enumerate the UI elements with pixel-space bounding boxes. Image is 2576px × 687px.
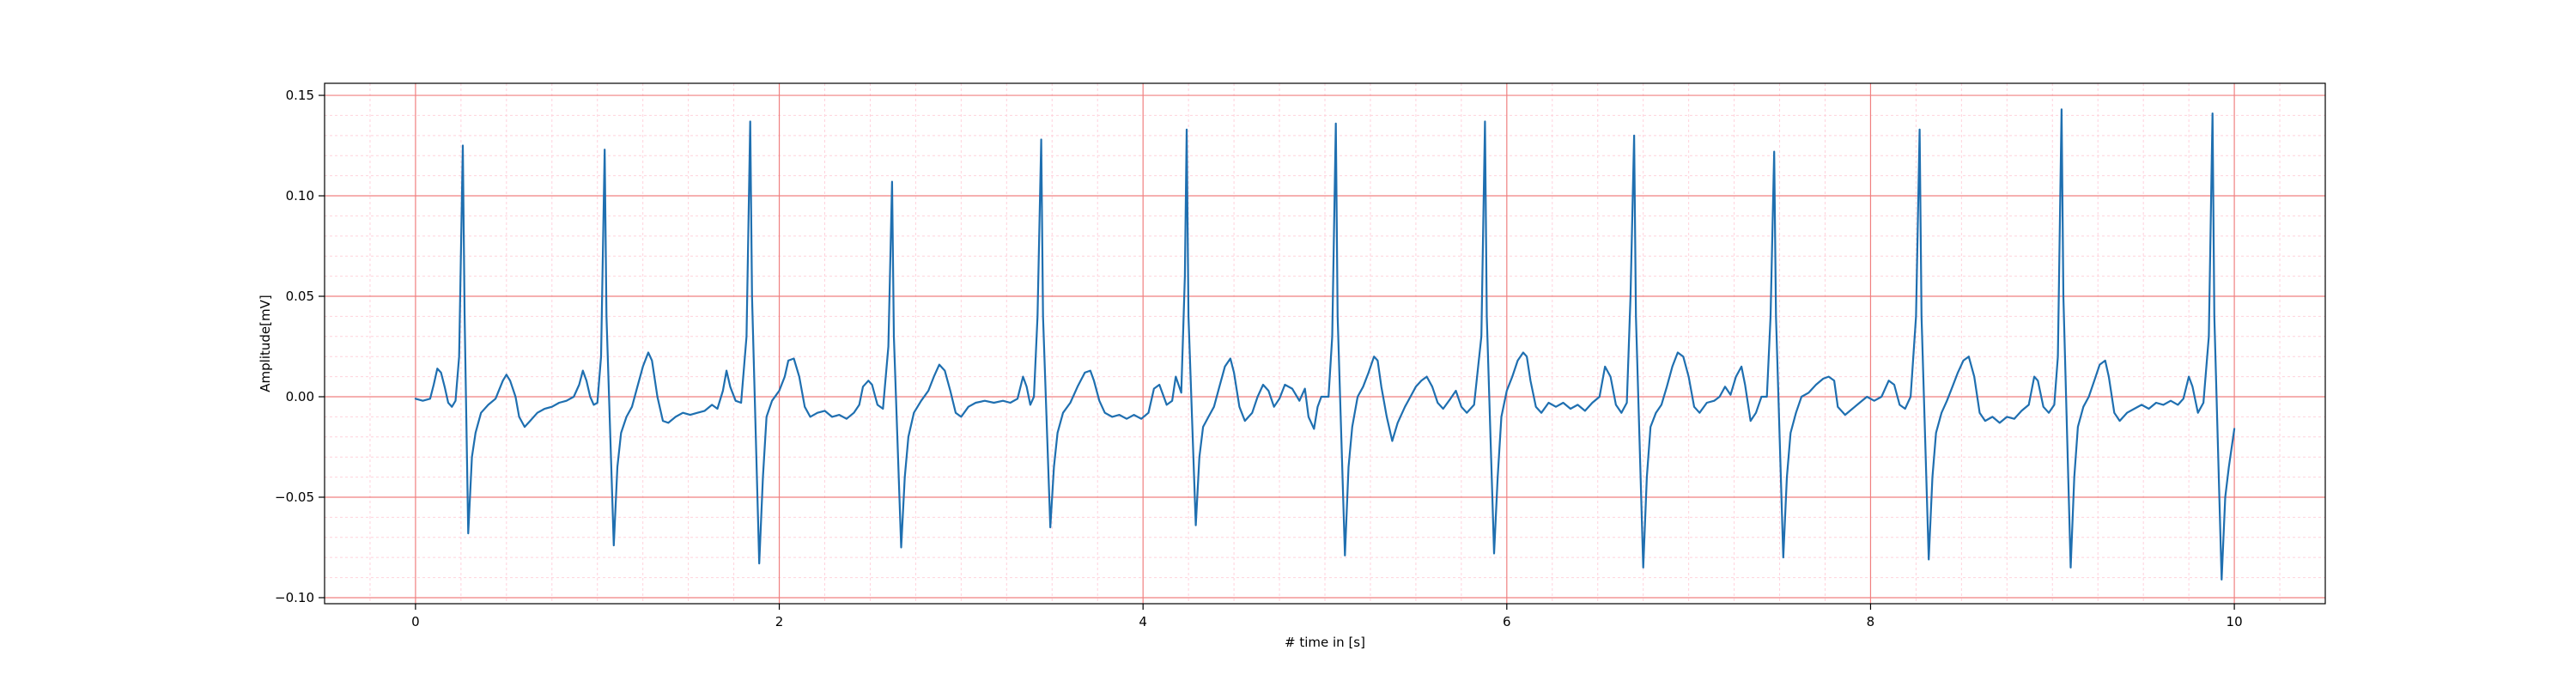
y-tick-label: −0.10 [275, 590, 314, 605]
x-tick-label: 2 [775, 614, 784, 629]
x-tick-label: 8 [1867, 614, 1875, 629]
minor-grid [324, 83, 2326, 604]
y-tick-label: 0.15 [286, 88, 314, 103]
y-axis-label: Amplitude[mV] [258, 295, 273, 392]
x-tick-label: 0 [411, 614, 420, 629]
series-line-0 [414, 108, 2236, 581]
x-tick-label: 10 [2227, 614, 2243, 629]
y-tick-label: −0.05 [275, 489, 314, 505]
plot-frame [324, 82, 2326, 605]
y-tick-label: 0.05 [286, 289, 314, 304]
x-tick-label: 6 [1503, 614, 1511, 629]
x-axis-label: # time in [s] [1285, 635, 1365, 650]
y-tick-label: 0.00 [286, 389, 314, 404]
x-tick-label: 4 [1139, 614, 1147, 629]
series-layer [414, 108, 2236, 581]
axis-ticks: 0 2 4 6 8 10 −0.10 −0.05 0.00 0.05 0.10 0.15 [275, 88, 2243, 629]
y-tick-label: 0.10 [286, 188, 314, 204]
